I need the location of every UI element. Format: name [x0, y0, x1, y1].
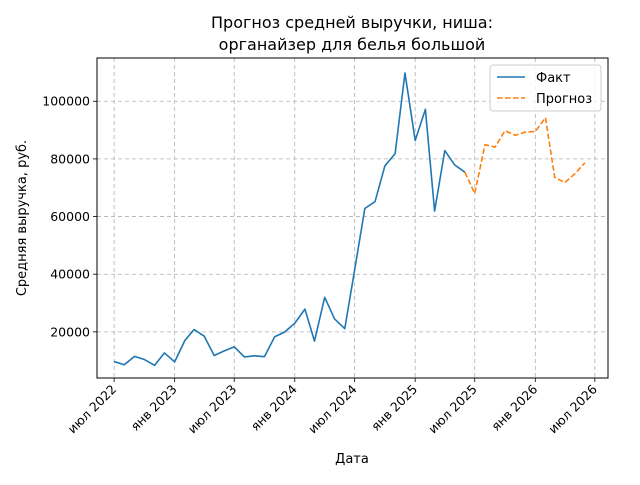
y-tick-label: 100000 [42, 94, 90, 109]
legend: Факт Прогноз [489, 64, 602, 112]
y-tick-label: 60000 [50, 209, 90, 224]
series-line-fact [113, 72, 466, 367]
y-tick-label: 40000 [50, 267, 90, 282]
plot-frame [96, 57, 609, 379]
chart-title-line-1: Прогноз средней выручки, ниша: [211, 13, 493, 32]
y-axis-label: Средняя выручка, руб. [15, 140, 30, 296]
chart-title-line-2: органайзер для белья большой [219, 35, 486, 54]
series-lines [113, 72, 586, 367]
x-axis-label: Дата [335, 452, 369, 467]
legend-label-fact: Факт [536, 71, 571, 86]
legend-label-forecast: Прогноз [536, 92, 592, 107]
y-tick-label: 20000 [50, 324, 90, 339]
series-line-forecast [464, 116, 586, 195]
grid-lines [97, 58, 608, 378]
y-tick-label: 80000 [50, 151, 90, 166]
